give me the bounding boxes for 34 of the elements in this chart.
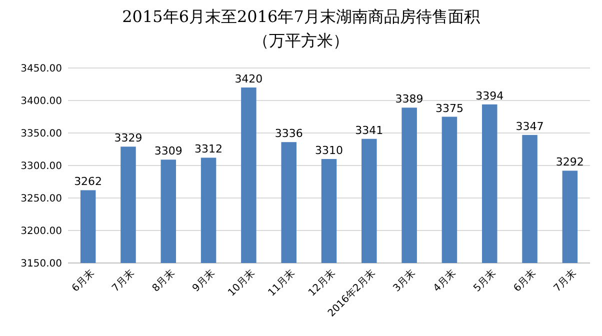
- data-label: 3375: [435, 102, 464, 115]
- data-label: 3394: [476, 89, 504, 102]
- y-tick-label: 3350.00: [20, 128, 62, 140]
- data-label: 3262: [74, 175, 102, 188]
- x-tick-label: 9月末: [190, 267, 218, 294]
- chart-title: 2015年6月末至2016年7月末湖南商品房待售面积: [122, 7, 480, 26]
- x-tick-label: 7月末: [110, 267, 137, 294]
- data-label: 3309: [154, 144, 182, 158]
- y-tick-label: 3400.00: [20, 96, 62, 107]
- x-tick-label: 7月末: [551, 267, 579, 294]
- data-label: 3341: [355, 124, 384, 137]
- data-label: 3420: [234, 72, 263, 86]
- y-tick-label: 3300.00: [20, 161, 62, 172]
- y-tick-label: 3450.00: [20, 64, 62, 74]
- x-tick-label: 3月末: [390, 267, 418, 294]
- data-label: 3347: [516, 120, 544, 133]
- x-tick-label: 6月末: [70, 267, 97, 294]
- data-label: 3310: [315, 144, 343, 157]
- x-tick-label: 5月末: [471, 267, 498, 294]
- x-tick-label: 12月末: [306, 267, 338, 299]
- y-tick-label: 3250.00: [20, 194, 62, 204]
- x-tick-label: 8月末: [150, 267, 177, 294]
- data-label: 3336: [274, 127, 303, 140]
- x-tick-label: 6月末: [511, 267, 538, 294]
- data-label: 3329: [114, 132, 142, 145]
- x-tick-label: 4月末: [430, 267, 458, 294]
- chart-subtitle: （万平方米）: [253, 31, 349, 50]
- x-tick-label: 10月末: [226, 267, 258, 299]
- data-label: 3389: [395, 92, 424, 106]
- y-tick-label: 3150.00: [20, 258, 62, 270]
- x-tick-label: 11月末: [266, 267, 298, 299]
- data-label: 3312: [194, 142, 223, 156]
- data-label: 3292: [556, 156, 584, 169]
- y-tick-label: 3200.00: [20, 226, 62, 237]
